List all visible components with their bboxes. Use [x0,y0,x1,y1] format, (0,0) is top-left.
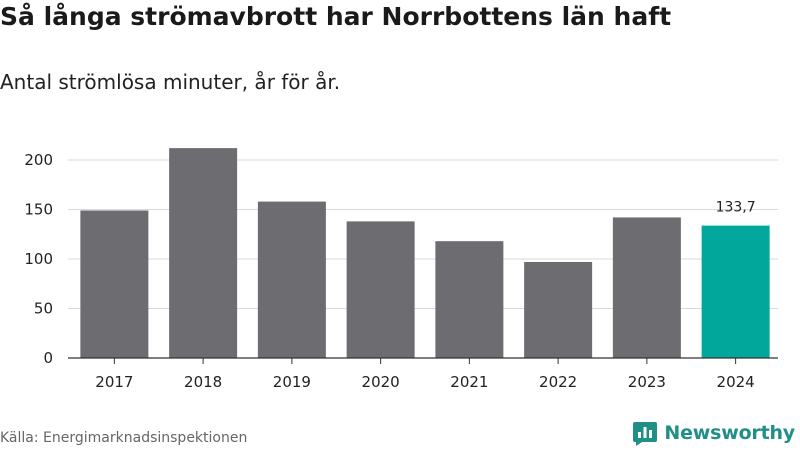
x-tick-label-2022: 2022 [539,373,577,391]
x-tick-label-2023: 2023 [628,373,666,391]
chart-title: Så långa strömavbrott har Norrbottens lä… [0,2,672,31]
bar-2021 [435,241,504,358]
bar-2019 [257,201,326,358]
y-tick-label-100: 100 [24,250,53,268]
x-tick-label-2019: 2019 [273,373,311,391]
x-tick-label-2020: 2020 [362,373,400,391]
y-tick-label-50: 50 [34,300,53,318]
data-label-2024: 133,7 [716,200,756,216]
chart-subtitle: Antal strömlösa minuter, år för år. [0,70,341,94]
y-tick-label-150: 150 [24,201,53,219]
bars [80,148,770,358]
axes [68,357,778,364]
newsworthy-logo-icon [633,422,658,446]
y-tick-label-0: 0 [43,349,53,367]
bar-2023 [612,217,681,358]
brand-name: Newsworthy [664,422,795,444]
brand-logo: Newsworthy [632,420,795,446]
y-tick-label-200: 200 [24,151,53,169]
bar-2018 [169,148,238,358]
bar-2024 [701,225,770,358]
x-tick-label-2018: 2018 [184,373,222,391]
x-tick-label-2017: 2017 [95,373,133,391]
bar-2017 [80,210,149,358]
bar-2020 [346,221,415,358]
x-tick-label-2024: 2024 [717,373,755,391]
x-tick-label-2021: 2021 [450,373,488,391]
bar-2022 [524,261,593,358]
source-note: Källa: Energimarknadsinspektionen [0,430,248,446]
labels: 0 50 100 150 200 2017 2018 2019 2020 2021 2022 2023… [24,151,755,391]
